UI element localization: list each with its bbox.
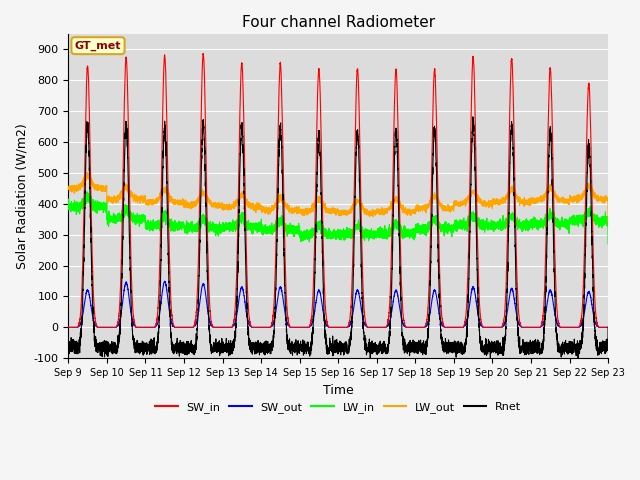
X-axis label: Time: Time [323, 384, 353, 396]
Text: GT_met: GT_met [75, 40, 121, 51]
Y-axis label: Solar Radiation (W/m2): Solar Radiation (W/m2) [15, 123, 28, 269]
Title: Four channel Radiometer: Four channel Radiometer [242, 15, 435, 30]
Legend: SW_in, SW_out, LW_in, LW_out, Rnet: SW_in, SW_out, LW_in, LW_out, Rnet [151, 398, 525, 418]
